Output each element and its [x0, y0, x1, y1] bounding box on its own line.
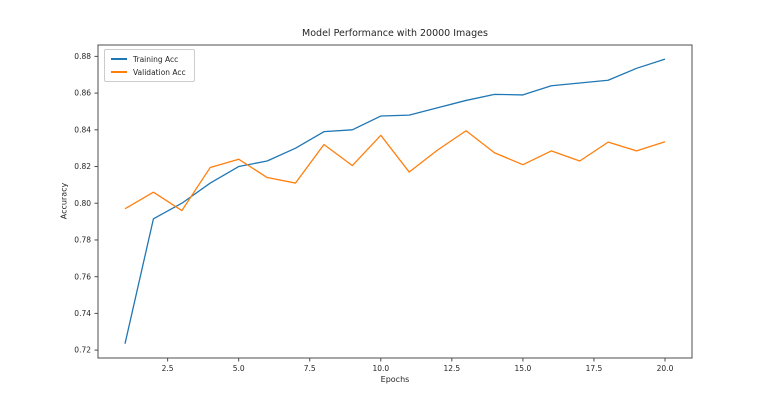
x-tick-label: 15.0: [515, 364, 532, 373]
x-tick-label: 7.5: [304, 364, 316, 373]
y-tick-label: 0.72: [74, 346, 91, 355]
legend-entry-training: Training Acc: [111, 54, 186, 64]
y-tick-label: 0.82: [74, 162, 91, 171]
legend-label-training: Training Acc: [133, 54, 179, 64]
training-line-swatch: [111, 58, 127, 60]
validation-line-swatch: [111, 71, 127, 73]
y-tick-label: 0.88: [74, 52, 91, 61]
y-tick-label: 0.84: [74, 125, 91, 134]
x-tick-label: 17.5: [586, 364, 603, 373]
y-tick-label: 0.78: [74, 236, 91, 245]
legend-label-validation: Validation Acc: [133, 67, 186, 77]
legend: Training Acc Validation Acc: [104, 49, 195, 82]
legend-entry-validation: Validation Acc: [111, 67, 186, 77]
x-tick-label: 5.0: [233, 364, 245, 373]
chart-title: Model Performance with 20000 Images: [302, 28, 488, 39]
x-tick-label: 20.0: [657, 364, 674, 373]
y-tick-label: 0.76: [74, 272, 91, 281]
x-tick-label: 2.5: [162, 364, 174, 373]
x-tick-label: 10.0: [372, 364, 389, 373]
validation-acc-line: [124, 130, 666, 212]
x-axis-label: Epochs: [380, 375, 410, 384]
y-tick-label: 0.74: [74, 309, 91, 318]
y-tick-label: 0.86: [74, 89, 91, 98]
y-axis-label: Accuracy: [59, 182, 69, 220]
x-tick-label: 12.5: [443, 364, 460, 373]
training-acc-line: [124, 58, 666, 344]
y-tick-label: 0.80: [74, 199, 91, 208]
axes-frame: [97, 44, 693, 359]
